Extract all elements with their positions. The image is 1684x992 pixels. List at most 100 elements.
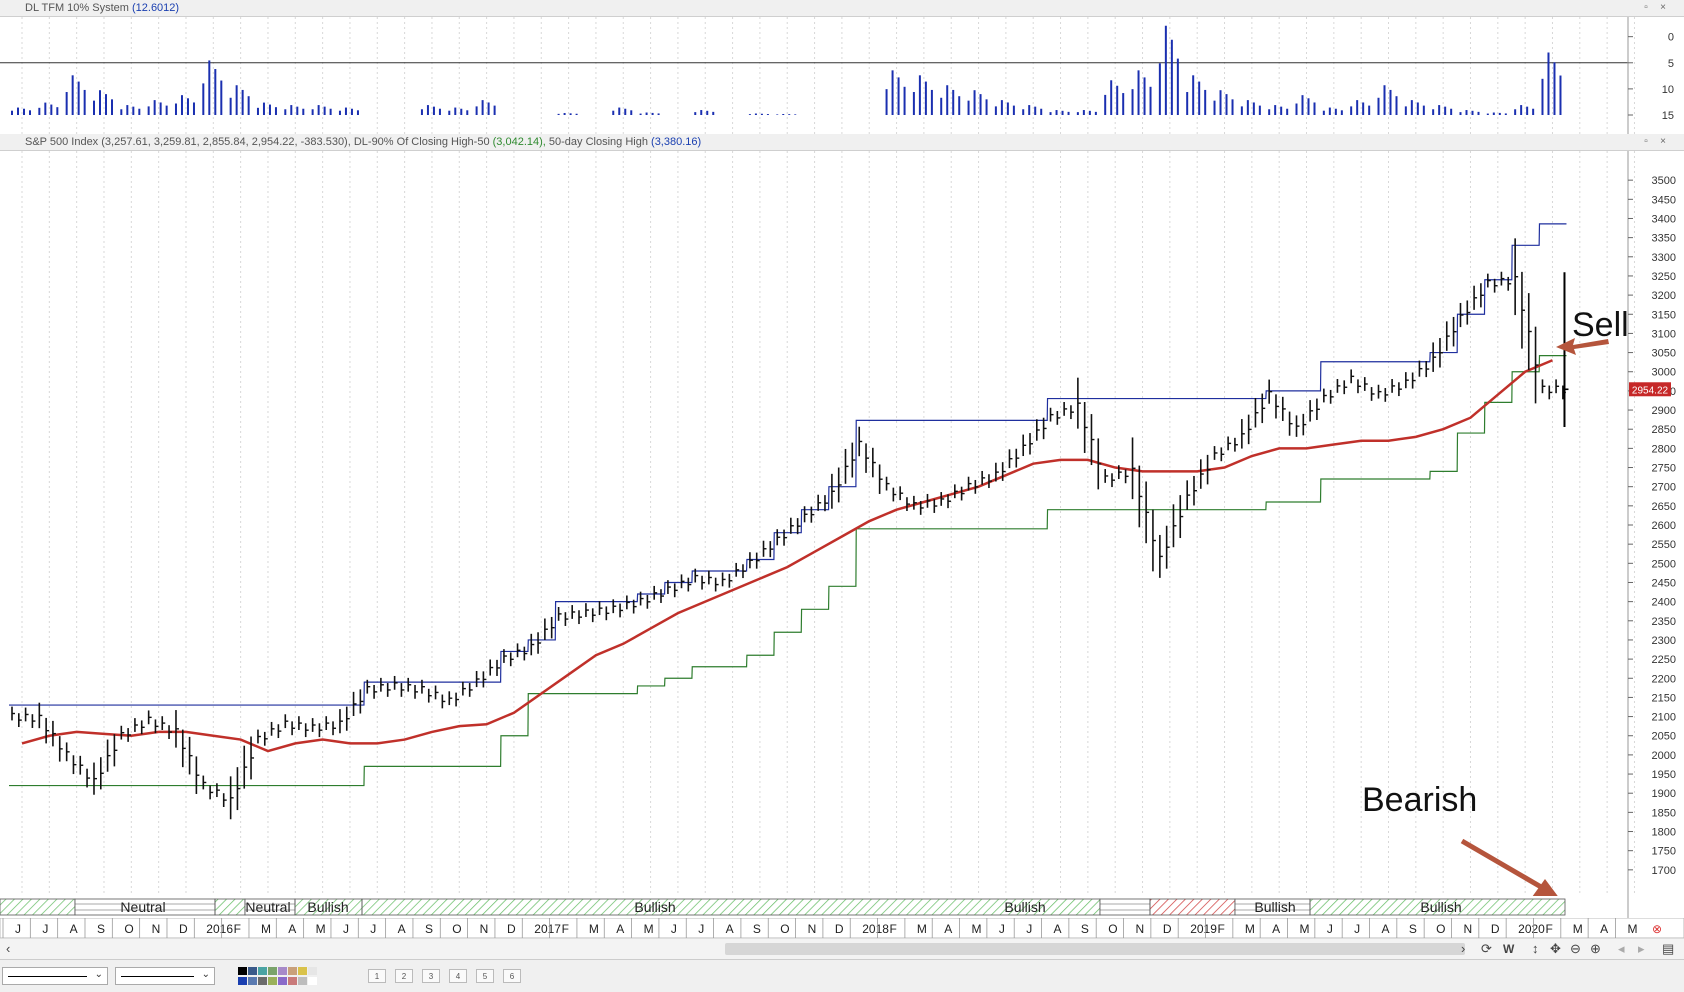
top-pane-background (0, 17, 1684, 134)
time-axis-label: S (1081, 922, 1089, 936)
time-axis-label: O (1108, 922, 1117, 936)
time-axis-label: J (1026, 922, 1032, 936)
color-swatch[interactable] (308, 977, 317, 985)
signal-segment (361, 898, 1101, 916)
main-y-tick-label: 3350 (1652, 233, 1676, 245)
close-main-pane-button[interactable]: × (1660, 136, 1666, 147)
color-swatch[interactable] (268, 977, 277, 985)
signal-label: Neutral (245, 899, 290, 915)
zoom-in-icon[interactable]: ⊕ (1590, 941, 1601, 956)
signal-label: Bullish (307, 899, 348, 915)
main-y-tick-label: 2900 (1652, 405, 1676, 417)
main-y-tick-label: 2250 (1652, 654, 1676, 666)
layout-button-4[interactable]: 4 (449, 969, 467, 983)
main-y-tick-label: 2700 (1652, 482, 1676, 494)
chart-settings-icon[interactable]: ▤ (1662, 941, 1675, 956)
zoom-out-icon[interactable]: ⊖ (1570, 941, 1581, 956)
main-y-tick-label: 2350 (1652, 616, 1676, 628)
time-axis-label: M (1573, 922, 1583, 936)
time-axis-label: N (1463, 922, 1472, 936)
indicator-2-name: 50-day Closing High (548, 136, 648, 148)
weekly-button[interactable]: W (1503, 942, 1515, 956)
time-axis-label: N (808, 922, 817, 936)
scroll-right-icon[interactable]: › (1461, 941, 1466, 956)
time-axis-label: S (1409, 922, 1417, 936)
main-y-tick-label: 1800 (1652, 827, 1676, 839)
main-y-tick-label: 1700 (1652, 865, 1676, 877)
time-axis-label: O (1436, 922, 1445, 936)
line-style-dropdown[interactable]: ⌄ (2, 967, 108, 985)
color-swatch[interactable] (288, 967, 297, 975)
color-swatch[interactable] (298, 967, 307, 975)
close-pane-button[interactable]: × (1660, 2, 1666, 13)
layout-button-2[interactable]: 2 (395, 969, 413, 983)
vertical-resize-icon[interactable]: ↕ (1532, 941, 1539, 956)
time-axis-label: S (425, 922, 433, 936)
bearish-arrow-head (1532, 879, 1558, 896)
signal-segment (1149, 898, 1236, 916)
time-axis-label: A (1382, 922, 1390, 936)
top-y-tick-label: 5 (1668, 58, 1674, 70)
time-axis-label: J (343, 922, 349, 936)
main-pane-title-text: S&P 500 Index (25, 136, 99, 148)
line-width-dropdown[interactable]: ⌄ (115, 967, 215, 985)
time-axis-label: A (1600, 922, 1608, 936)
time-axis-label: N (1136, 922, 1145, 936)
last-price-badge (1629, 382, 1671, 397)
time-axis-label: D (507, 922, 516, 936)
time-axis: J J A S O N D 2016 F M A M J J A S O N D 2017 F M A M J J A S O N D 201… (0, 918, 1684, 938)
time-axis-label: D (179, 922, 188, 936)
refresh-icon[interactable]: ⟳ (1481, 941, 1492, 956)
time-axis-label: D (835, 922, 844, 936)
time-axis-label: M (1627, 922, 1637, 936)
main-y-tick-label: 3300 (1652, 252, 1676, 264)
color-swatch[interactable] (268, 967, 277, 975)
time-axis-label: J (15, 922, 21, 936)
maximize-pane-button[interactable]: ▫ (1644, 2, 1648, 13)
main-y-tick-label: 3000 (1652, 367, 1676, 379)
color-swatch[interactable] (238, 977, 247, 985)
color-palette[interactable] (238, 967, 338, 987)
previous-icon[interactable]: ◂ (1618, 941, 1625, 956)
time-axis-label: O (124, 922, 133, 936)
next-icon[interactable]: ▸ (1638, 941, 1645, 956)
time-axis-label: N (152, 922, 161, 936)
scroll-left-icon[interactable]: ‹ (6, 941, 11, 956)
main-y-tick-label: 2450 (1652, 577, 1676, 589)
time-axis-label: A (70, 922, 78, 936)
pan-icon[interactable]: ✥ (1550, 941, 1561, 956)
color-swatch[interactable] (288, 977, 297, 985)
time-axis-label: 2017 (534, 922, 561, 936)
signal-label: Bullish (1004, 899, 1045, 915)
main-y-tick-label: 2550 (1652, 539, 1676, 551)
color-swatch[interactable] (258, 967, 267, 975)
time-axis-label: F (234, 922, 241, 936)
layout-button-5[interactable]: 5 (476, 969, 494, 983)
color-swatch[interactable] (278, 977, 287, 985)
color-swatch[interactable] (308, 967, 317, 975)
color-swatch[interactable] (298, 977, 307, 985)
main-y-tick-label: 2150 (1652, 692, 1676, 704)
bearish-annotation: Bearish (1362, 781, 1477, 819)
layout-button-1[interactable]: 1 (368, 969, 386, 983)
main-y-tick-label: 2850 (1652, 424, 1676, 436)
main-y-tick-label: 3050 (1652, 348, 1676, 360)
time-axis-label: F (890, 922, 897, 936)
maximize-main-pane-button[interactable]: ▫ (1644, 136, 1648, 147)
horizontal-scrollbar[interactable]: ‹ › ⟳ W ↕ ✥ ⊖ ⊕ ◂ ▸ ▤ (0, 938, 1684, 959)
main-y-tick-label: 1750 (1652, 846, 1676, 858)
indicator-1-name: DL-90% Of Closing High-50 (353, 136, 490, 148)
main-pane-title: S&P 500 Index (3,257.61, 3,259.81, 2,855… (25, 134, 701, 151)
main-y-tick-label: 3150 (1652, 309, 1676, 321)
main-y-tick-label: 2500 (1652, 558, 1676, 570)
time-axis-label: D (1491, 922, 1500, 936)
layout-button-6[interactable]: 6 (503, 969, 521, 983)
layout-button-3[interactable]: 3 (422, 969, 440, 983)
time-axis-label: M (316, 922, 326, 936)
color-swatch[interactable] (278, 967, 287, 975)
color-swatch[interactable] (238, 967, 247, 975)
scrollbar-thumb[interactable] (725, 943, 1465, 955)
color-swatch[interactable] (248, 977, 257, 985)
color-swatch[interactable] (248, 967, 257, 975)
color-swatch[interactable] (258, 977, 267, 985)
